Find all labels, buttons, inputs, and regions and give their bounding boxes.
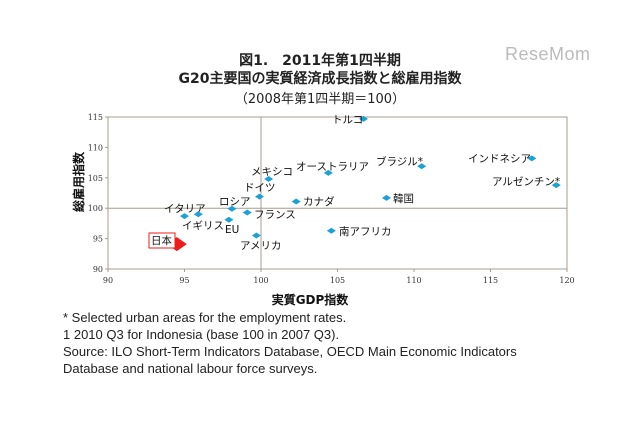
data-point [551, 182, 561, 189]
y-tick-label: 95 [93, 235, 103, 244]
y-tick-label: 100 [88, 204, 103, 213]
data-point [381, 194, 391, 201]
y-tick-label: 90 [93, 265, 103, 274]
data-point [323, 169, 333, 176]
footnote-2: 1 2010 Q3 for Indonesia (base 100 in 200… [63, 327, 340, 342]
chart-subtitle: G20主要国の実質経済成長指数と総雇用指数 [178, 71, 462, 87]
data-point-label: オーストラリア [296, 161, 369, 173]
x-axis-label: 実質GDP指数 [272, 292, 350, 307]
data-point-label: 日本 [151, 234, 172, 247]
scatter-chart: 90 95 100 105 110 115 120 90 95 100 105 110 115 実質GDP… [71, 113, 575, 307]
data-point [224, 216, 234, 223]
highlight-label-box [148, 232, 176, 249]
data-point [254, 193, 264, 200]
x-tick-label: 115 [483, 276, 498, 285]
data-point [264, 176, 274, 183]
y-axis-label: 総雇用指数 [71, 151, 86, 212]
data-point-label: アメリカ [240, 240, 281, 252]
x-tick-label: 90 [103, 276, 113, 285]
x-tick-label: 120 [559, 276, 574, 285]
data-point-label: 南アフリカ [339, 225, 392, 238]
data-point [527, 155, 537, 162]
data-point-label: イギリス [182, 220, 224, 232]
x-tick-label: 95 [179, 276, 189, 285]
chart-title: 図1. 2011年第1四半期 [239, 53, 401, 69]
chart-base-note: （2008年第1四半期＝100） [234, 92, 406, 107]
data-point [227, 205, 237, 212]
x-tick-label: 110 [406, 276, 421, 285]
x-tick-label: 100 [253, 276, 268, 285]
data-point [180, 213, 189, 220]
data-point-label: ブラジル* [376, 155, 423, 168]
resemom-logo: ReseMom [505, 44, 591, 64]
data-point-label: ロシア [219, 196, 251, 208]
footnote-source: Source: ILO Short-Term Indicators Databa… [63, 344, 517, 359]
y-tick-label: 115 [88, 113, 103, 122]
data-point [417, 163, 427, 170]
footnote-1: * Selected urban areas for the employmen… [63, 310, 347, 325]
data-point-label: カナダ [303, 195, 335, 208]
data-point-label: 韓国 [393, 193, 414, 205]
data-point-label: アルゼンチン* [492, 176, 560, 188]
x-tick-label: 105 [330, 276, 345, 285]
data-point-label: インドネシア [468, 153, 531, 165]
data-point [359, 115, 369, 122]
data-point [251, 232, 261, 239]
data-point-label: トルコ [332, 114, 363, 126]
data-point-label: メキシコ [251, 166, 293, 178]
data-point [242, 209, 252, 216]
data-point [291, 198, 301, 205]
data-point [326, 227, 336, 234]
y-tick-label: 110 [88, 143, 103, 152]
data-point-label: ドイツ [244, 182, 276, 194]
y-tick-label: 105 [88, 174, 103, 183]
data-point [193, 211, 203, 218]
data-point-label: フランス [254, 209, 296, 221]
data-point-label: EU [225, 224, 239, 236]
footnote-source-cont: Database and national labour force surve… [63, 361, 318, 376]
data-point-label: イタリア [164, 203, 206, 215]
